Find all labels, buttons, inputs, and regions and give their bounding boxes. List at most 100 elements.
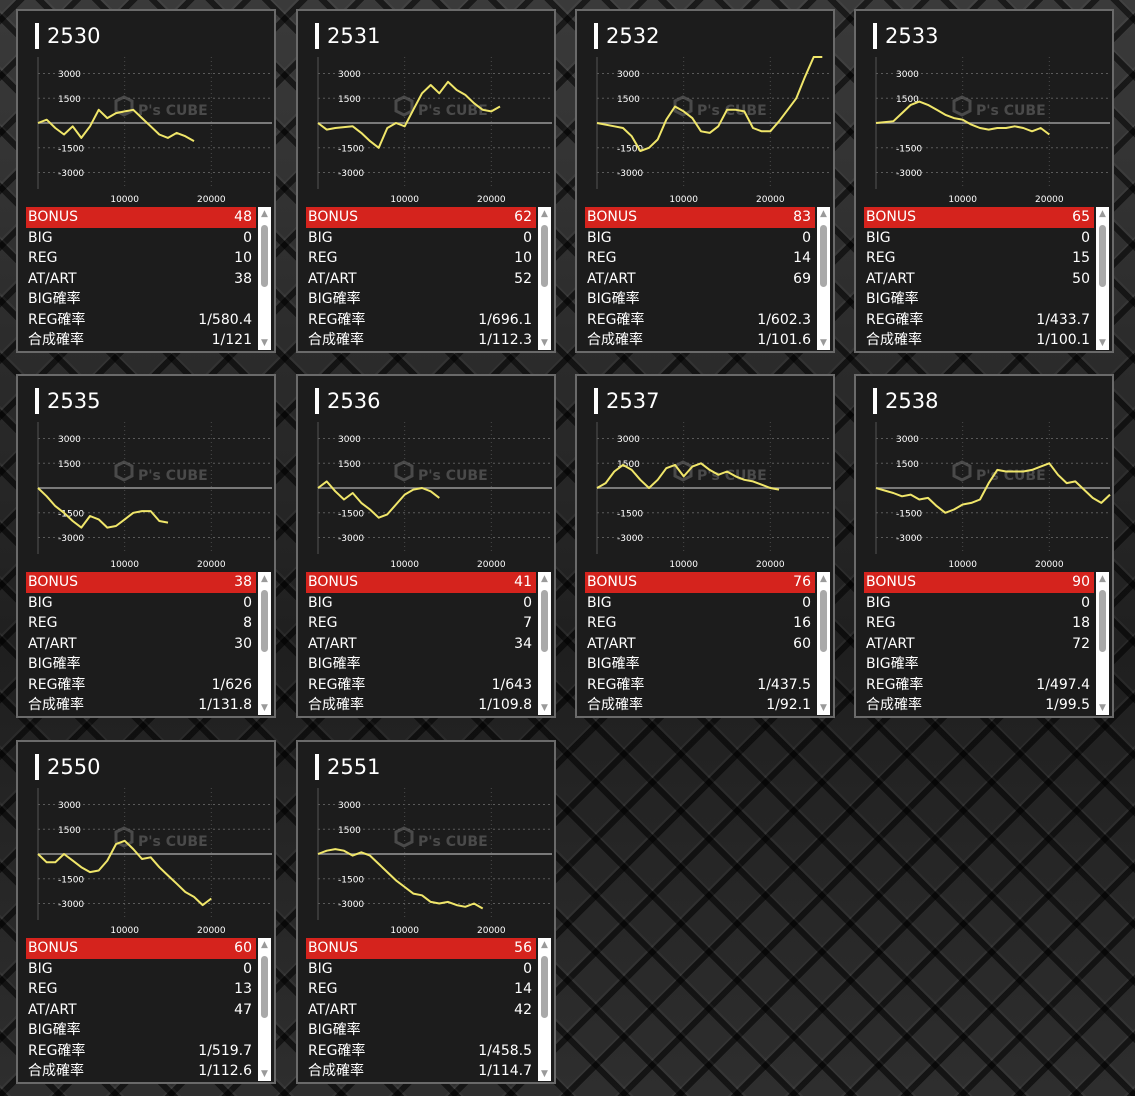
x-tick-label: 20000 — [756, 195, 785, 205]
watermark-logo: P's CUBE — [976, 468, 1046, 484]
machine-card[interactable]: 2551 P's CUBE 3000 1500 -1500 -3000 10000 20000… — [296, 740, 556, 1084]
scroll-thumb[interactable] — [1099, 225, 1106, 287]
scroll-up-icon[interactable]: ▲ — [261, 209, 268, 219]
y-tick-label: -3000 — [58, 534, 84, 544]
stat-label: 合成確率 — [308, 1063, 364, 1079]
stat-value: 1/580.4 — [198, 311, 252, 328]
scroll-down-icon[interactable]: ▼ — [261, 1069, 268, 1079]
stats-row-big: BIG 0 — [864, 593, 1094, 614]
stat-label: 合成確率 — [587, 332, 643, 348]
scroll-up-icon[interactable]: ▲ — [541, 940, 548, 950]
stat-value: 76 — [793, 574, 811, 590]
y-tick-label: 3000 — [58, 435, 81, 445]
stat-label: AT/ART — [308, 635, 357, 652]
stats-scrollbar[interactable]: ▲ ▼ — [258, 207, 271, 350]
stats-scrollbar[interactable]: ▲ ▼ — [817, 207, 830, 350]
y-tick-label: -1500 — [896, 509, 922, 519]
stat-label: 合成確率 — [28, 697, 84, 713]
stats-scrollbar[interactable]: ▲ ▼ — [817, 572, 830, 715]
stats-row-combined-rate: 合成確率 1/112.3 — [306, 330, 536, 351]
machine-card[interactable]: 2550 P's CUBE 3000 1500 -1500 -3000 10000 20000… — [16, 740, 276, 1084]
scroll-down-icon[interactable]: ▼ — [820, 338, 827, 348]
machine-card[interactable]: 2537 P's CUBE 3000 1500 -1500 -3000 10000 20000… — [575, 374, 835, 718]
x-tick-label: 20000 — [1035, 195, 1064, 205]
stats-scrollbar[interactable]: ▲ ▼ — [258, 572, 271, 715]
scroll-thumb[interactable] — [541, 590, 548, 652]
stats-scrollbar[interactable]: ▲ ▼ — [1096, 572, 1109, 715]
stats-scrollbar[interactable]: ▲ ▼ — [538, 938, 551, 1081]
machine-card[interactable]: 2530 P's CUBE 3000 1500 -1500 -3000 10000 20000… — [16, 9, 276, 353]
machine-card[interactable]: 2531 P's CUBE 3000 1500 -1500 -3000 10000 20000… — [296, 9, 556, 353]
machine-card[interactable]: 2538 P's CUBE 3000 1500 -1500 -3000 10000 20000… — [854, 374, 1114, 718]
scroll-down-icon[interactable]: ▼ — [1099, 703, 1106, 713]
scroll-thumb[interactable] — [261, 225, 268, 287]
stat-value: 34 — [514, 635, 532, 652]
stats-row-big: BIG 0 — [26, 593, 256, 614]
stats-scrollbar[interactable]: ▲ ▼ — [1096, 207, 1109, 350]
stat-label: REG確率 — [308, 676, 366, 693]
scroll-down-icon[interactable]: ▼ — [820, 703, 827, 713]
machine-card[interactable]: 2535 P's CUBE 3000 1500 -1500 -3000 10000 20000… — [16, 374, 276, 718]
scroll-thumb[interactable] — [1099, 590, 1106, 652]
stat-label: AT/ART — [308, 270, 357, 287]
scroll-down-icon[interactable]: ▼ — [541, 1069, 548, 1079]
stats-row-at-art: AT/ART 72 — [864, 634, 1094, 655]
stat-value: 1/497.4 — [1036, 676, 1090, 693]
stat-value: 1/112.3 — [478, 332, 532, 348]
scroll-up-icon[interactable]: ▲ — [820, 574, 827, 584]
scroll-thumb[interactable] — [541, 225, 548, 287]
scroll-down-icon[interactable]: ▼ — [261, 338, 268, 348]
y-tick-label: -1500 — [58, 144, 84, 154]
scroll-up-icon[interactable]: ▲ — [541, 209, 548, 219]
stat-label: BIG — [28, 594, 53, 611]
scroll-down-icon[interactable]: ▼ — [1099, 338, 1106, 348]
stats-row-bonus: BONUS 65 — [864, 207, 1094, 228]
scroll-up-icon[interactable]: ▲ — [1099, 574, 1106, 584]
scroll-up-icon[interactable]: ▲ — [1099, 209, 1106, 219]
y-tick-label: 1500 — [338, 826, 361, 836]
stats-scrollbar[interactable]: ▲ ▼ — [538, 207, 551, 350]
stat-label: AT/ART — [866, 635, 915, 652]
stats-table: BONUS 48 BIG 0 REG 10 AT/ART 38 BIG確率 REG確率 1/580.… — [26, 207, 256, 351]
stats-row-big-rate: BIG確率 — [585, 654, 815, 675]
x-tick-label: 20000 — [197, 926, 226, 936]
stats-row-bonus: BONUS 38 — [26, 572, 256, 593]
stats-row-combined-rate: 合成確率 1/131.8 — [26, 695, 256, 716]
x-tick-label: 10000 — [110, 195, 139, 205]
stat-label: AT/ART — [28, 270, 77, 287]
stats-table: BONUS 83 BIG 0 REG 14 AT/ART 69 BIG確率 REG確率 1/602.… — [585, 207, 815, 351]
watermark-logo: P's CUBE — [138, 834, 208, 850]
y-tick-label: 3000 — [338, 70, 361, 80]
machine-number: 2550 — [35, 754, 100, 780]
watermark-hex-icon — [394, 826, 414, 848]
stat-value: 62 — [514, 209, 532, 225]
slump-graph: P's CUBE 3000 1500 -1500 -3000 10000 20000 — [37, 422, 272, 570]
slump-graph: P's CUBE 3000 1500 -1500 -3000 10000 20000 — [37, 788, 272, 936]
stats-scrollbar[interactable]: ▲ ▼ — [258, 938, 271, 1081]
stats-row-big-rate: BIG確率 — [306, 289, 536, 310]
stats-row-big: BIG 0 — [864, 228, 1094, 249]
y-tick-label: -3000 — [617, 534, 643, 544]
machine-card[interactable]: 2532 P's CUBE 3000 1500 -1500 -3000 10000 20000… — [575, 9, 835, 353]
scroll-thumb[interactable] — [541, 956, 548, 1018]
scroll-up-icon[interactable]: ▲ — [541, 574, 548, 584]
scroll-up-icon[interactable]: ▲ — [820, 209, 827, 219]
stat-label: BONUS — [308, 574, 358, 590]
machine-card[interactable]: 2533 P's CUBE 3000 1500 -1500 -3000 10000 20000… — [854, 9, 1114, 353]
scroll-up-icon[interactable]: ▲ — [261, 574, 268, 584]
scroll-down-icon[interactable]: ▼ — [541, 338, 548, 348]
stat-value: 0 — [1081, 594, 1090, 611]
scroll-thumb[interactable] — [820, 590, 827, 652]
scroll-up-icon[interactable]: ▲ — [261, 940, 268, 950]
y-tick-label: -3000 — [58, 900, 84, 910]
stats-row-big: BIG 0 — [585, 228, 815, 249]
stats-row-bonus: BONUS 62 — [306, 207, 536, 228]
scroll-thumb[interactable] — [261, 590, 268, 652]
scroll-down-icon[interactable]: ▼ — [261, 703, 268, 713]
scroll-down-icon[interactable]: ▼ — [541, 703, 548, 713]
scroll-thumb[interactable] — [820, 225, 827, 287]
stat-label: BIG — [866, 229, 891, 246]
stats-scrollbar[interactable]: ▲ ▼ — [538, 572, 551, 715]
machine-card[interactable]: 2536 P's CUBE 3000 1500 -1500 -3000 10000 20000… — [296, 374, 556, 718]
scroll-thumb[interactable] — [261, 956, 268, 1018]
